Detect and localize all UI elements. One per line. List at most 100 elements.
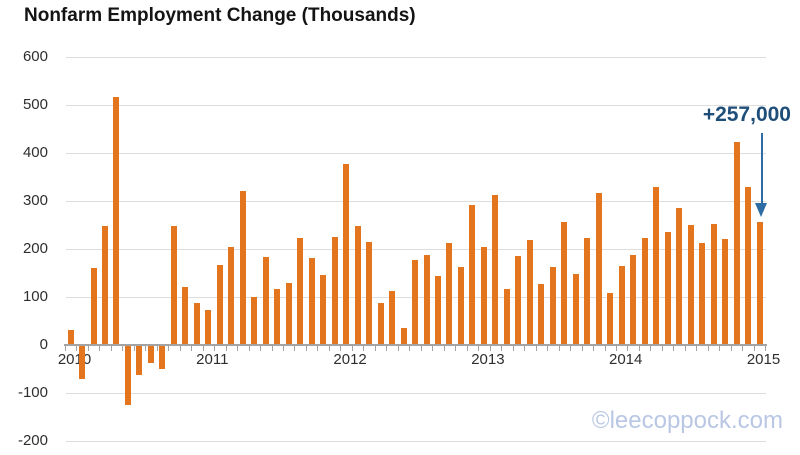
x-axis-tick: [627, 346, 629, 351]
x-axis-tick: [156, 346, 158, 351]
bar-2011-08: [285, 282, 292, 345]
y-axis-label--200: -200: [17, 432, 48, 449]
bar-2012-02: [354, 225, 361, 346]
x-axis-tick: [99, 346, 101, 351]
x-axis-tick: [696, 346, 698, 351]
x-axis-tick: [650, 346, 652, 351]
bar-2014-05: [664, 231, 671, 345]
x-axis-line: [64, 344, 767, 346]
x-axis-tick: [133, 346, 135, 351]
x-axis-tick: [684, 346, 686, 351]
bar-2014-08: [699, 242, 706, 345]
x-axis-tick: [294, 346, 296, 351]
x-axis-tick: [214, 346, 215, 351]
x-axis-tick: [581, 346, 583, 351]
bar-2013-01: [480, 246, 487, 345]
gridline-600: [66, 57, 766, 58]
bar-2014-03: [641, 237, 648, 346]
bar-2011-03: [228, 246, 235, 345]
bar-2013-04: [515, 256, 522, 346]
y-axis-label-400: 400: [22, 144, 48, 161]
x-axis-tick: [558, 346, 560, 351]
bar-2011-01: [205, 309, 212, 346]
x-axis-tick: [374, 346, 376, 351]
bar-2010-09: [159, 345, 166, 369]
bar-2014-04: [653, 187, 660, 346]
x-axis-tick: [76, 346, 78, 351]
bar-2011-11: [320, 274, 327, 345]
y-axis-label--100: -100: [17, 384, 48, 401]
x-axis-tick: [271, 346, 273, 351]
x-axis-tick: [397, 346, 399, 351]
y-axis-label-200: 200: [22, 240, 48, 257]
x-axis-tick: [478, 346, 480, 351]
bar-2010-03: [90, 267, 97, 345]
bar-2010-05: [113, 97, 120, 346]
y-axis-label-100: 100: [22, 288, 48, 305]
bar-2012-10: [446, 243, 453, 346]
x-axis-tick: [489, 346, 491, 351]
bar-2014-07: [687, 224, 694, 345]
bar-2012-03: [366, 241, 373, 345]
bar-2013-09: [572, 273, 579, 346]
bar-2013-07: [549, 266, 556, 345]
x-axis-year-label-2015: 2015: [746, 351, 781, 368]
annotation-arrow-head-icon: [755, 203, 767, 217]
x-axis-tick: [305, 346, 307, 351]
x-axis-year-label-2011: 2011: [196, 351, 229, 368]
gridline--200: [66, 441, 766, 442]
x-axis-tick: [512, 346, 514, 351]
bar-2011-12: [331, 236, 338, 345]
gridline--100: [66, 393, 766, 394]
bar-2010-02: [79, 345, 85, 379]
x-axis-tick: [202, 346, 204, 351]
y-axis-label-0: 0: [39, 336, 48, 353]
bar-2014-12: [745, 187, 751, 346]
bar-2011-04: [239, 191, 246, 346]
x-axis-tick: [524, 346, 526, 351]
bar-2014-09: [710, 223, 717, 345]
x-axis-tick: [363, 346, 365, 351]
x-axis-year-label-2012: 2012: [333, 351, 367, 368]
bar-2011-06: [262, 256, 269, 345]
x-axis-tick: [547, 346, 548, 351]
x-axis-year-label-2013: 2013: [471, 351, 505, 368]
x-axis-tick: [328, 346, 330, 351]
x-axis-tick: [317, 346, 319, 351]
x-axis-tick: [351, 346, 353, 351]
x-axis-tick: [604, 346, 606, 351]
bar-2014-01: [618, 265, 625, 345]
x-axis-tick: [122, 346, 124, 351]
bar-2013-12: [607, 292, 614, 345]
x-axis-tick: [87, 346, 89, 351]
x-axis-tick: [191, 346, 193, 351]
annotation-arrow-line: [761, 133, 763, 204]
x-axis-tick: [225, 346, 227, 351]
bar-2014-11: [733, 142, 740, 345]
bar-2014-10: [722, 238, 728, 345]
x-axis-year-label-2010: 2010: [57, 351, 92, 368]
x-axis-tick: [340, 346, 342, 351]
bar-2012-04: [377, 303, 384, 346]
bar-2012-09: [435, 275, 441, 345]
x-axis-tick: [64, 346, 66, 351]
bar-2013-11: [595, 193, 602, 346]
y-axis-label-300: 300: [22, 192, 48, 209]
watermark: ©leecoppock.com: [591, 407, 783, 434]
x-axis-tick: [466, 346, 468, 351]
bar-2013-02: [492, 195, 499, 346]
x-axis-tick: [661, 346, 663, 351]
x-axis-tick: [420, 346, 422, 351]
bar-2011-02: [216, 264, 223, 345]
y-axis-label-500: 500: [22, 96, 48, 113]
bar-2010-07: [136, 345, 143, 375]
x-axis-tick: [570, 346, 571, 351]
gridline-200: [66, 249, 766, 250]
bar-2010-04: [101, 226, 108, 346]
annotation-label: +257,000: [702, 103, 791, 126]
x-axis-tick: [707, 346, 709, 351]
bar-2013-06: [538, 284, 545, 345]
x-axis-tick: [535, 346, 537, 351]
x-axis-tick: [753, 346, 755, 351]
x-axis-tick: [638, 346, 640, 351]
